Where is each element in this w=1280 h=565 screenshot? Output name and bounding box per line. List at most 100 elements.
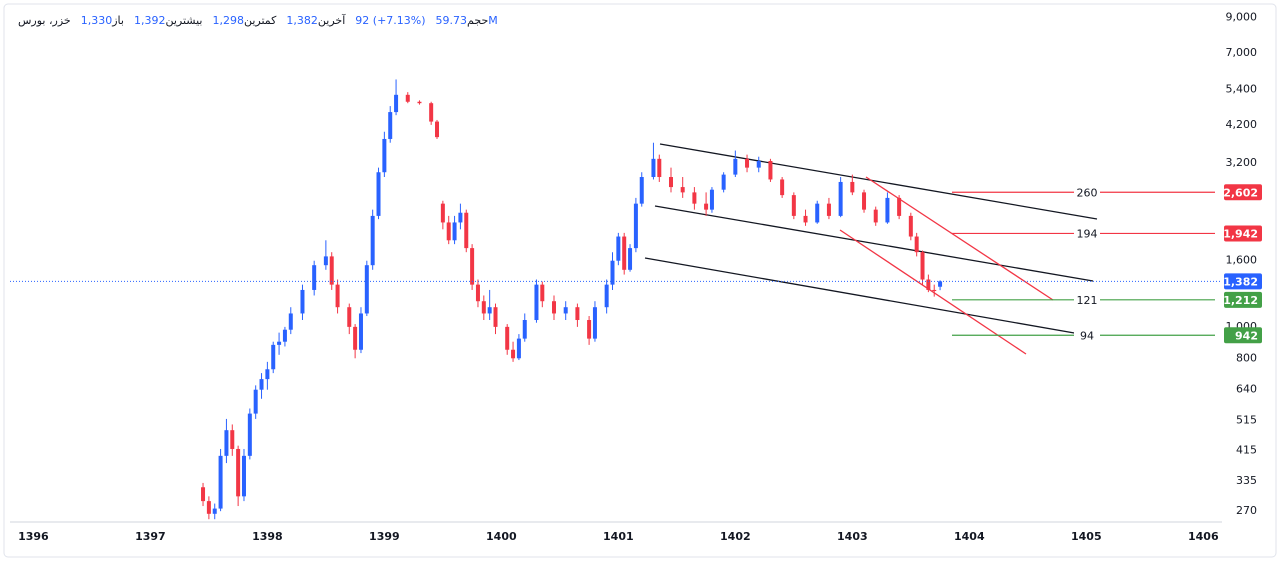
symbol: خزر، بورس — [18, 14, 71, 27]
candle-body — [475, 284, 480, 302]
candle-body — [241, 455, 246, 497]
y-tick-label: 9,000 — [1226, 11, 1258, 24]
x-tick-label: 1402 — [720, 530, 751, 543]
x-tick-label: 1396 — [18, 530, 49, 543]
level-label-bg — [1074, 328, 1100, 343]
header-value: 59.73M — [435, 14, 498, 27]
candle-body — [440, 203, 445, 223]
header-label: باز — [112, 14, 124, 27]
candle-body — [323, 256, 328, 266]
candle-body — [277, 341, 282, 345]
candle-body — [552, 301, 557, 314]
price-tag — [1224, 225, 1262, 242]
candle-body — [668, 177, 673, 188]
candle-body — [885, 197, 890, 223]
candle-body — [206, 501, 211, 514]
candle-body — [505, 326, 510, 350]
candle-body — [914, 236, 919, 253]
price-tag-label: 2,602 — [1223, 186, 1258, 199]
level-label-bg — [1074, 292, 1100, 307]
candle-body — [563, 307, 568, 314]
candle-body — [838, 181, 843, 216]
candle-body — [417, 101, 422, 104]
y-tick-label: 1,600 — [1226, 254, 1258, 267]
level-label-bg — [1074, 185, 1100, 200]
candle-body — [540, 284, 545, 302]
candle-body — [353, 326, 358, 350]
candle-body — [265, 369, 270, 380]
candle-body — [745, 158, 750, 168]
candle-body — [201, 487, 206, 502]
candle-body — [253, 389, 258, 414]
candle-body — [704, 203, 709, 210]
candle-body — [908, 215, 913, 237]
candle-body — [224, 430, 229, 456]
y-tick-label: 640 — [1236, 383, 1257, 396]
candle-body — [709, 189, 714, 210]
level-label: 121 — [1077, 294, 1098, 307]
legend-header: خزر، بورس باز1,330 بیشترین1,392 کمترین1,29… — [18, 14, 498, 27]
candle-body — [651, 158, 656, 178]
candle-body — [721, 174, 726, 190]
header-item: کمترین1,298 — [212, 14, 276, 27]
candle-body — [212, 508, 217, 514]
x-tick-label: 1399 — [369, 530, 400, 543]
header-item: حجم59.73M — [436, 14, 498, 27]
plot — [201, 79, 943, 520]
candle-body — [780, 179, 785, 196]
candle-body — [487, 307, 492, 314]
candle-body — [470, 248, 475, 285]
candle-body — [511, 349, 516, 359]
header-value: 92 (+7.13%) — [355, 14, 426, 27]
x-tick-label: 1404 — [954, 530, 985, 543]
x-tick-label: 1397 — [135, 530, 166, 543]
y-tick-label: 800 — [1236, 351, 1257, 364]
candle-body — [791, 195, 796, 216]
trend-lines — [644, 143, 1098, 355]
candle-body — [622, 236, 627, 270]
header-value: 1,382 — [286, 14, 318, 27]
trend-line — [654, 205, 1094, 282]
candle-body — [446, 222, 451, 241]
trend-line — [644, 257, 1081, 335]
candle-body — [756, 160, 761, 168]
candle-body — [926, 279, 931, 290]
candle-body — [862, 192, 867, 210]
candle-body — [733, 158, 738, 175]
candle-body — [382, 138, 387, 173]
x-tick-label: 1400 — [486, 530, 517, 543]
candle-body — [218, 455, 223, 509]
candle-body — [920, 252, 925, 280]
header-item: بیشترین1,392 — [134, 14, 203, 27]
x-tick-label: 1398 — [252, 530, 283, 543]
y-tick-label: 415 — [1236, 444, 1257, 457]
candle-body — [873, 209, 878, 223]
candle-body — [633, 203, 638, 249]
candle-body — [493, 307, 498, 327]
price-tag — [1224, 327, 1262, 344]
candle-body — [628, 248, 633, 270]
candle-body — [282, 329, 287, 342]
trend-line — [839, 229, 1027, 355]
candle-body — [394, 94, 399, 113]
frame — [3, 3, 1277, 558]
header-value: 1,298 — [212, 14, 244, 27]
candle-body — [897, 197, 902, 216]
candle-body — [610, 260, 615, 285]
x-tick-label: 1406 — [1188, 530, 1219, 543]
candle-body — [271, 344, 276, 370]
header-label: آخرین — [317, 14, 346, 27]
level-label: 94 — [1080, 329, 1094, 342]
y-tick-label: 3,200 — [1226, 156, 1258, 169]
candle-body — [376, 172, 381, 216]
candle-body — [692, 192, 697, 204]
price-tag-label: 1,942 — [1223, 227, 1258, 240]
y-tick-label: 270 — [1236, 504, 1257, 517]
candle-body — [587, 320, 592, 339]
candle-body — [370, 215, 375, 266]
header-label: بیشترین — [165, 14, 203, 27]
header-value: 1,392 — [133, 14, 166, 27]
candle-body — [592, 307, 597, 339]
header-item: باز1,330 — [81, 14, 124, 27]
